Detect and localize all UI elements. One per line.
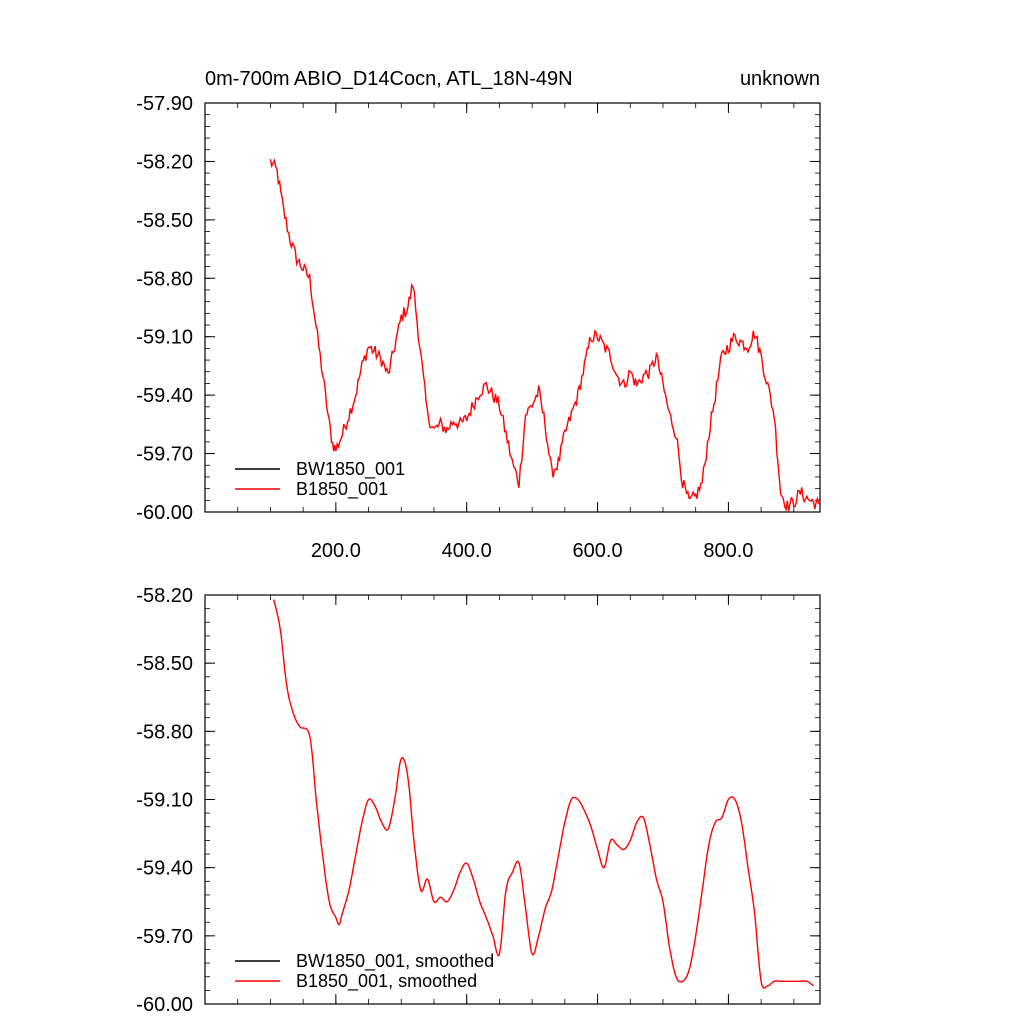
y-tick-label: -58.50	[136, 653, 193, 675]
y-tick-label: -58.20	[136, 151, 193, 173]
y-tick-label: -59.40	[136, 385, 193, 407]
y-tick-label: -58.20	[136, 585, 193, 607]
y-tick-label: -60.00	[136, 994, 193, 1016]
y-tick-label: -59.10	[136, 790, 193, 812]
y-tick-label: -59.70	[136, 926, 193, 948]
y-tick-label: -57.90	[136, 93, 193, 115]
x-tick-label: 800.0	[703, 540, 753, 562]
y-tick-label: -59.10	[136, 327, 193, 349]
y-tick-label: -59.40	[136, 858, 193, 880]
legend-label: B1850_001, smoothed	[296, 971, 477, 992]
y-tick-label: -58.50	[136, 210, 193, 232]
x-tick-label: 200.0	[311, 540, 361, 562]
chart-title: 0m-700m ABIO_D14Cocn, ATL_18N-49N	[205, 68, 573, 90]
chart-right-title: unknown	[740, 68, 820, 90]
y-tick-label: -58.80	[136, 268, 193, 290]
y-tick-label: -60.00	[136, 502, 193, 524]
series-line-b1850-001-smoothed	[273, 599, 814, 989]
legend-label: BW1850_001	[296, 459, 405, 480]
x-tick-label: 600.0	[573, 540, 623, 562]
bottom-panel: -60.00 -59.70 -59.40 -59.10 -58.80 -58.50 -58.…	[136, 585, 821, 1016]
top-panel: -60.00 -59.70 -59.40 -59.10 -58.80 -58.50 -58.…	[136, 68, 821, 562]
y-tick-label: -59.70	[136, 444, 193, 466]
plot-frame	[204, 102, 821, 513]
legend-label: BW1850_001, smoothed	[296, 951, 494, 972]
y-tick-label: -58.80	[136, 721, 193, 743]
legend-label: B1850_001	[296, 479, 388, 500]
x-tick-label: 400.0	[442, 540, 492, 562]
series-line-b1850-001	[269, 158, 820, 513]
